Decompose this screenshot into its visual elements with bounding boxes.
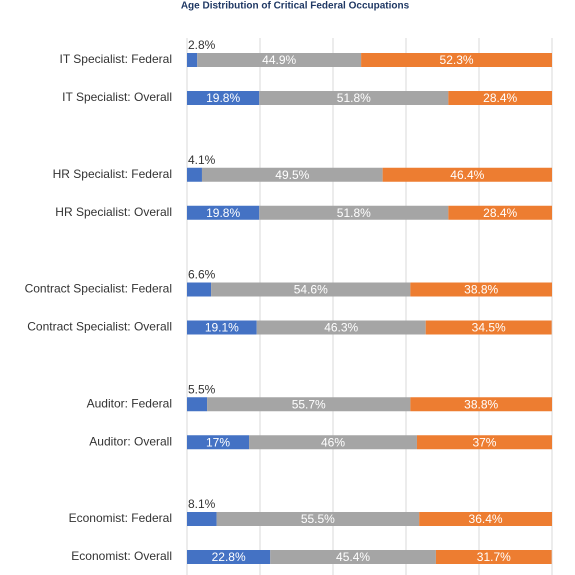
- data-label: 46%: [321, 435, 345, 449]
- bar-segment: [259, 91, 449, 105]
- data-label: 19.1%: [205, 321, 239, 335]
- data-label: 46.3%: [324, 321, 358, 335]
- data-label: 28.4%: [483, 206, 517, 220]
- bar-segment: [361, 53, 552, 67]
- data-label: 51.8%: [337, 206, 371, 220]
- bar-segment: [187, 550, 271, 564]
- y-tick-label: Economist: Overall: [71, 549, 172, 563]
- bar-segment: [419, 512, 552, 526]
- data-label: 38.8%: [464, 283, 498, 297]
- data-label: 38.8%: [464, 397, 498, 411]
- y-tick-label: Auditor: Federal: [87, 396, 172, 410]
- bar-segment: [270, 550, 436, 564]
- y-tick-label: Contract Specialist: Federal: [25, 282, 172, 296]
- data-label: 55.5%: [301, 512, 335, 526]
- data-label: 19.8%: [206, 206, 240, 220]
- data-label: 36.4%: [469, 512, 503, 526]
- bar-segment: [211, 282, 411, 297]
- bar-segment: [187, 205, 260, 220]
- bar-segment: [435, 550, 552, 564]
- data-label: 17%: [206, 435, 230, 449]
- y-tick-label: Economist: Federal: [69, 511, 172, 525]
- data-label: 34.5%: [472, 321, 506, 335]
- data-label: 55.7%: [292, 397, 326, 411]
- data-label: 5.5%: [188, 382, 216, 396]
- bar-segment: [187, 53, 198, 67]
- chart-title: Age Distribution of Critical Federal Occ…: [181, 1, 410, 12]
- bar-segment: [382, 167, 552, 182]
- bar-segment: [259, 205, 449, 220]
- data-label: 22.8%: [212, 550, 246, 564]
- data-label: 8.1%: [188, 497, 216, 511]
- y-tick-label: IT Specialist: Overall: [62, 90, 172, 104]
- data-label: 4.1%: [188, 153, 216, 167]
- data-label: 46.4%: [450, 168, 484, 182]
- data-label: 44.9%: [262, 53, 296, 67]
- data-label: 45.4%: [336, 550, 370, 564]
- bar-segment: [249, 435, 417, 450]
- bar-segment: [410, 282, 552, 297]
- bar-segment: [207, 397, 411, 412]
- bar-segment: [448, 91, 552, 105]
- bar-segment: [201, 167, 383, 182]
- data-label: 28.4%: [483, 91, 517, 105]
- y-tick-label: IT Specialist: Federal: [60, 52, 173, 66]
- y-tick-label: HR Specialist: Overall: [55, 205, 172, 219]
- bar-segment: [187, 320, 257, 335]
- bar-segment: [448, 205, 552, 220]
- data-label: 31.7%: [477, 550, 511, 564]
- bar-segment: [187, 282, 212, 297]
- y-tick-label: HR Specialist: Federal: [53, 167, 172, 181]
- data-label: 51.8%: [337, 91, 371, 105]
- y-tick-label: Auditor: Overall: [89, 434, 172, 448]
- bar-segment: [216, 512, 420, 526]
- data-label: 54.6%: [294, 283, 328, 297]
- bar-segment: [197, 53, 362, 67]
- bar-segment: [187, 435, 250, 450]
- y-tick-label: Contract Specialist: Overall: [27, 320, 172, 334]
- data-label: 19.8%: [206, 91, 240, 105]
- bar-segment: [410, 397, 552, 412]
- data-label: 6.6%: [188, 268, 216, 282]
- bar-segment: [187, 512, 217, 526]
- data-label: 52.3%: [440, 53, 474, 67]
- bar-segment: [425, 320, 552, 335]
- data-label: 49.5%: [275, 168, 309, 182]
- data-label: 37%: [472, 435, 496, 449]
- bar-segment: [187, 397, 208, 412]
- bar-segment: [187, 167, 202, 182]
- bar-segment: [256, 320, 426, 335]
- bar-segment: [416, 435, 552, 450]
- data-label: 2.8%: [188, 38, 216, 52]
- bar-segment: [187, 91, 260, 105]
